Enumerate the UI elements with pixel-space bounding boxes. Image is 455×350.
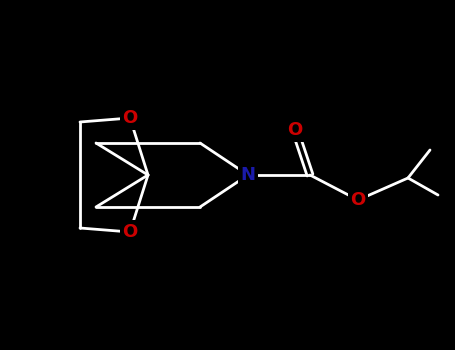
Text: O: O [350, 191, 366, 209]
Text: O: O [122, 109, 137, 127]
Text: O: O [122, 223, 137, 241]
Text: O: O [288, 121, 303, 139]
Text: N: N [241, 166, 256, 184]
